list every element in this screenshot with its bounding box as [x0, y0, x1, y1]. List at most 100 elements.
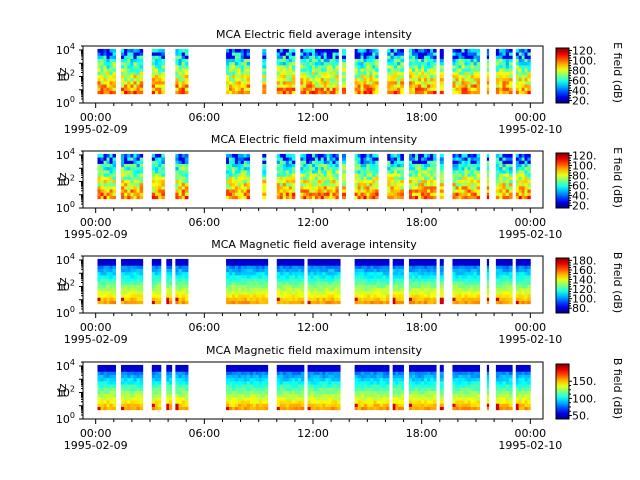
spectrogram-cell	[524, 274, 528, 279]
spectrogram-cell	[121, 281, 125, 285]
spectrogram-cell	[455, 169, 459, 174]
colorbar-label: B field (dB)	[611, 252, 624, 313]
spectrogram-cell	[229, 68, 233, 72]
spectrogram-cell	[234, 52, 239, 56]
spectrogram-cell	[262, 179, 267, 184]
spectrogram-cell	[328, 294, 332, 298]
spectrogram-cell	[294, 262, 299, 266]
spectrogram-cell	[166, 265, 170, 269]
spectrogram-cell	[235, 294, 239, 298]
spectrogram-cell	[139, 84, 144, 88]
spectrogram-cell	[393, 189, 398, 193]
spectrogram-cell	[276, 163, 281, 168]
spectrogram-cell	[455, 87, 459, 91]
spectrogram-cell	[332, 173, 336, 177]
spectrogram-cell	[393, 173, 398, 177]
spectrogram-cell	[226, 84, 230, 88]
spectrogram-cell	[175, 90, 179, 95]
panel-title: MCA Magnetic field average intensity	[211, 238, 417, 251]
spectrogram-cell	[508, 52, 513, 56]
spectrogram-cell	[360, 84, 364, 88]
spectrogram-cell	[334, 297, 338, 301]
spectrogram-cell	[178, 297, 183, 301]
spectrogram-cell	[309, 74, 313, 79]
spectrogram-cell	[121, 374, 125, 379]
spectrogram-cell	[175, 185, 179, 190]
spectrogram-cell	[395, 274, 399, 279]
spectrogram-cell	[470, 300, 474, 305]
spectrogram-cell	[375, 185, 379, 190]
spectrogram-cell	[121, 274, 125, 279]
spectrogram-cell	[178, 294, 183, 298]
spectrogram-cell	[234, 77, 239, 82]
spectrogram-cell	[109, 166, 113, 171]
data-interval	[226, 258, 269, 305]
spectrogram-cell	[109, 68, 113, 72]
spectrogram-cell	[166, 371, 170, 375]
spectrogram-cell	[235, 371, 239, 375]
spectrogram-cell	[127, 160, 131, 164]
spectrogram-cell	[502, 185, 507, 190]
spectrogram-cell	[285, 176, 290, 180]
spectrogram-cell	[323, 185, 328, 190]
spectrogram-cell	[329, 189, 333, 193]
spectrogram-cell	[455, 163, 459, 168]
spectrogram-cell	[121, 384, 125, 388]
spectrogram-cell	[458, 278, 462, 282]
spectrogram-cell	[370, 297, 374, 301]
spectrogram-cell	[136, 274, 141, 279]
spectrogram-cell	[276, 58, 281, 63]
spectrogram-cell	[306, 192, 310, 196]
spectrogram-cell	[258, 368, 263, 372]
spectrogram-cell	[181, 290, 186, 295]
spectrogram-cell	[106, 166, 110, 171]
spectrogram-cell	[427, 300, 431, 305]
spectrogram-cell	[229, 153, 233, 158]
spectrogram-cell	[393, 64, 398, 69]
spectrogram-cell	[175, 265, 179, 269]
spectrogram-cell	[476, 160, 481, 164]
spectrogram-cell	[109, 284, 113, 289]
spectrogram-cell	[521, 176, 525, 180]
spectrogram-cell	[285, 387, 290, 391]
spectrogram-cell	[427, 61, 431, 66]
spectrogram-cell	[121, 77, 125, 82]
spectrogram-cell	[398, 274, 402, 279]
spectrogram-cell	[279, 55, 284, 59]
spectrogram-cell	[121, 371, 125, 375]
spectrogram-cell	[139, 393, 144, 398]
spectrogram-cell	[486, 157, 490, 161]
spectrogram-cell	[100, 265, 104, 269]
spectrogram-cell	[527, 80, 531, 85]
spectrogram-cell	[314, 90, 319, 95]
spectrogram-cell	[133, 90, 137, 95]
spectrogram-cell	[341, 68, 346, 72]
spectrogram-cell	[112, 274, 116, 279]
spectrogram-cell	[97, 297, 101, 301]
spectrogram-cell	[130, 390, 134, 395]
spectrogram-cell	[354, 189, 358, 193]
spectrogram-cell	[106, 192, 110, 196]
spectrogram-cell	[369, 169, 373, 174]
spectrogram-cell	[476, 182, 481, 187]
spectrogram-cell	[439, 262, 444, 266]
spectrogram-cell	[300, 157, 304, 161]
spectrogram-cell	[306, 77, 310, 82]
spectrogram-cell	[106, 374, 110, 379]
data-interval	[354, 153, 379, 200]
spectrogram-cell	[285, 377, 290, 382]
spectrogram-cell	[427, 268, 431, 273]
spectrogram-cell	[314, 157, 319, 161]
spectrogram-cell	[461, 176, 465, 180]
spectrogram-cell	[166, 368, 170, 372]
spectrogram-cell	[282, 77, 287, 82]
spectrogram-cell	[130, 163, 134, 168]
spectrogram-cell	[97, 403, 101, 407]
spectrogram-cell	[363, 55, 367, 59]
spectrogram-cell	[291, 284, 296, 289]
spectrogram-cell	[505, 281, 510, 285]
spectrogram-cell	[458, 297, 462, 301]
spectrogram-cell	[473, 189, 477, 193]
spectrogram-cell	[518, 189, 523, 193]
spectrogram-cell	[240, 157, 245, 161]
